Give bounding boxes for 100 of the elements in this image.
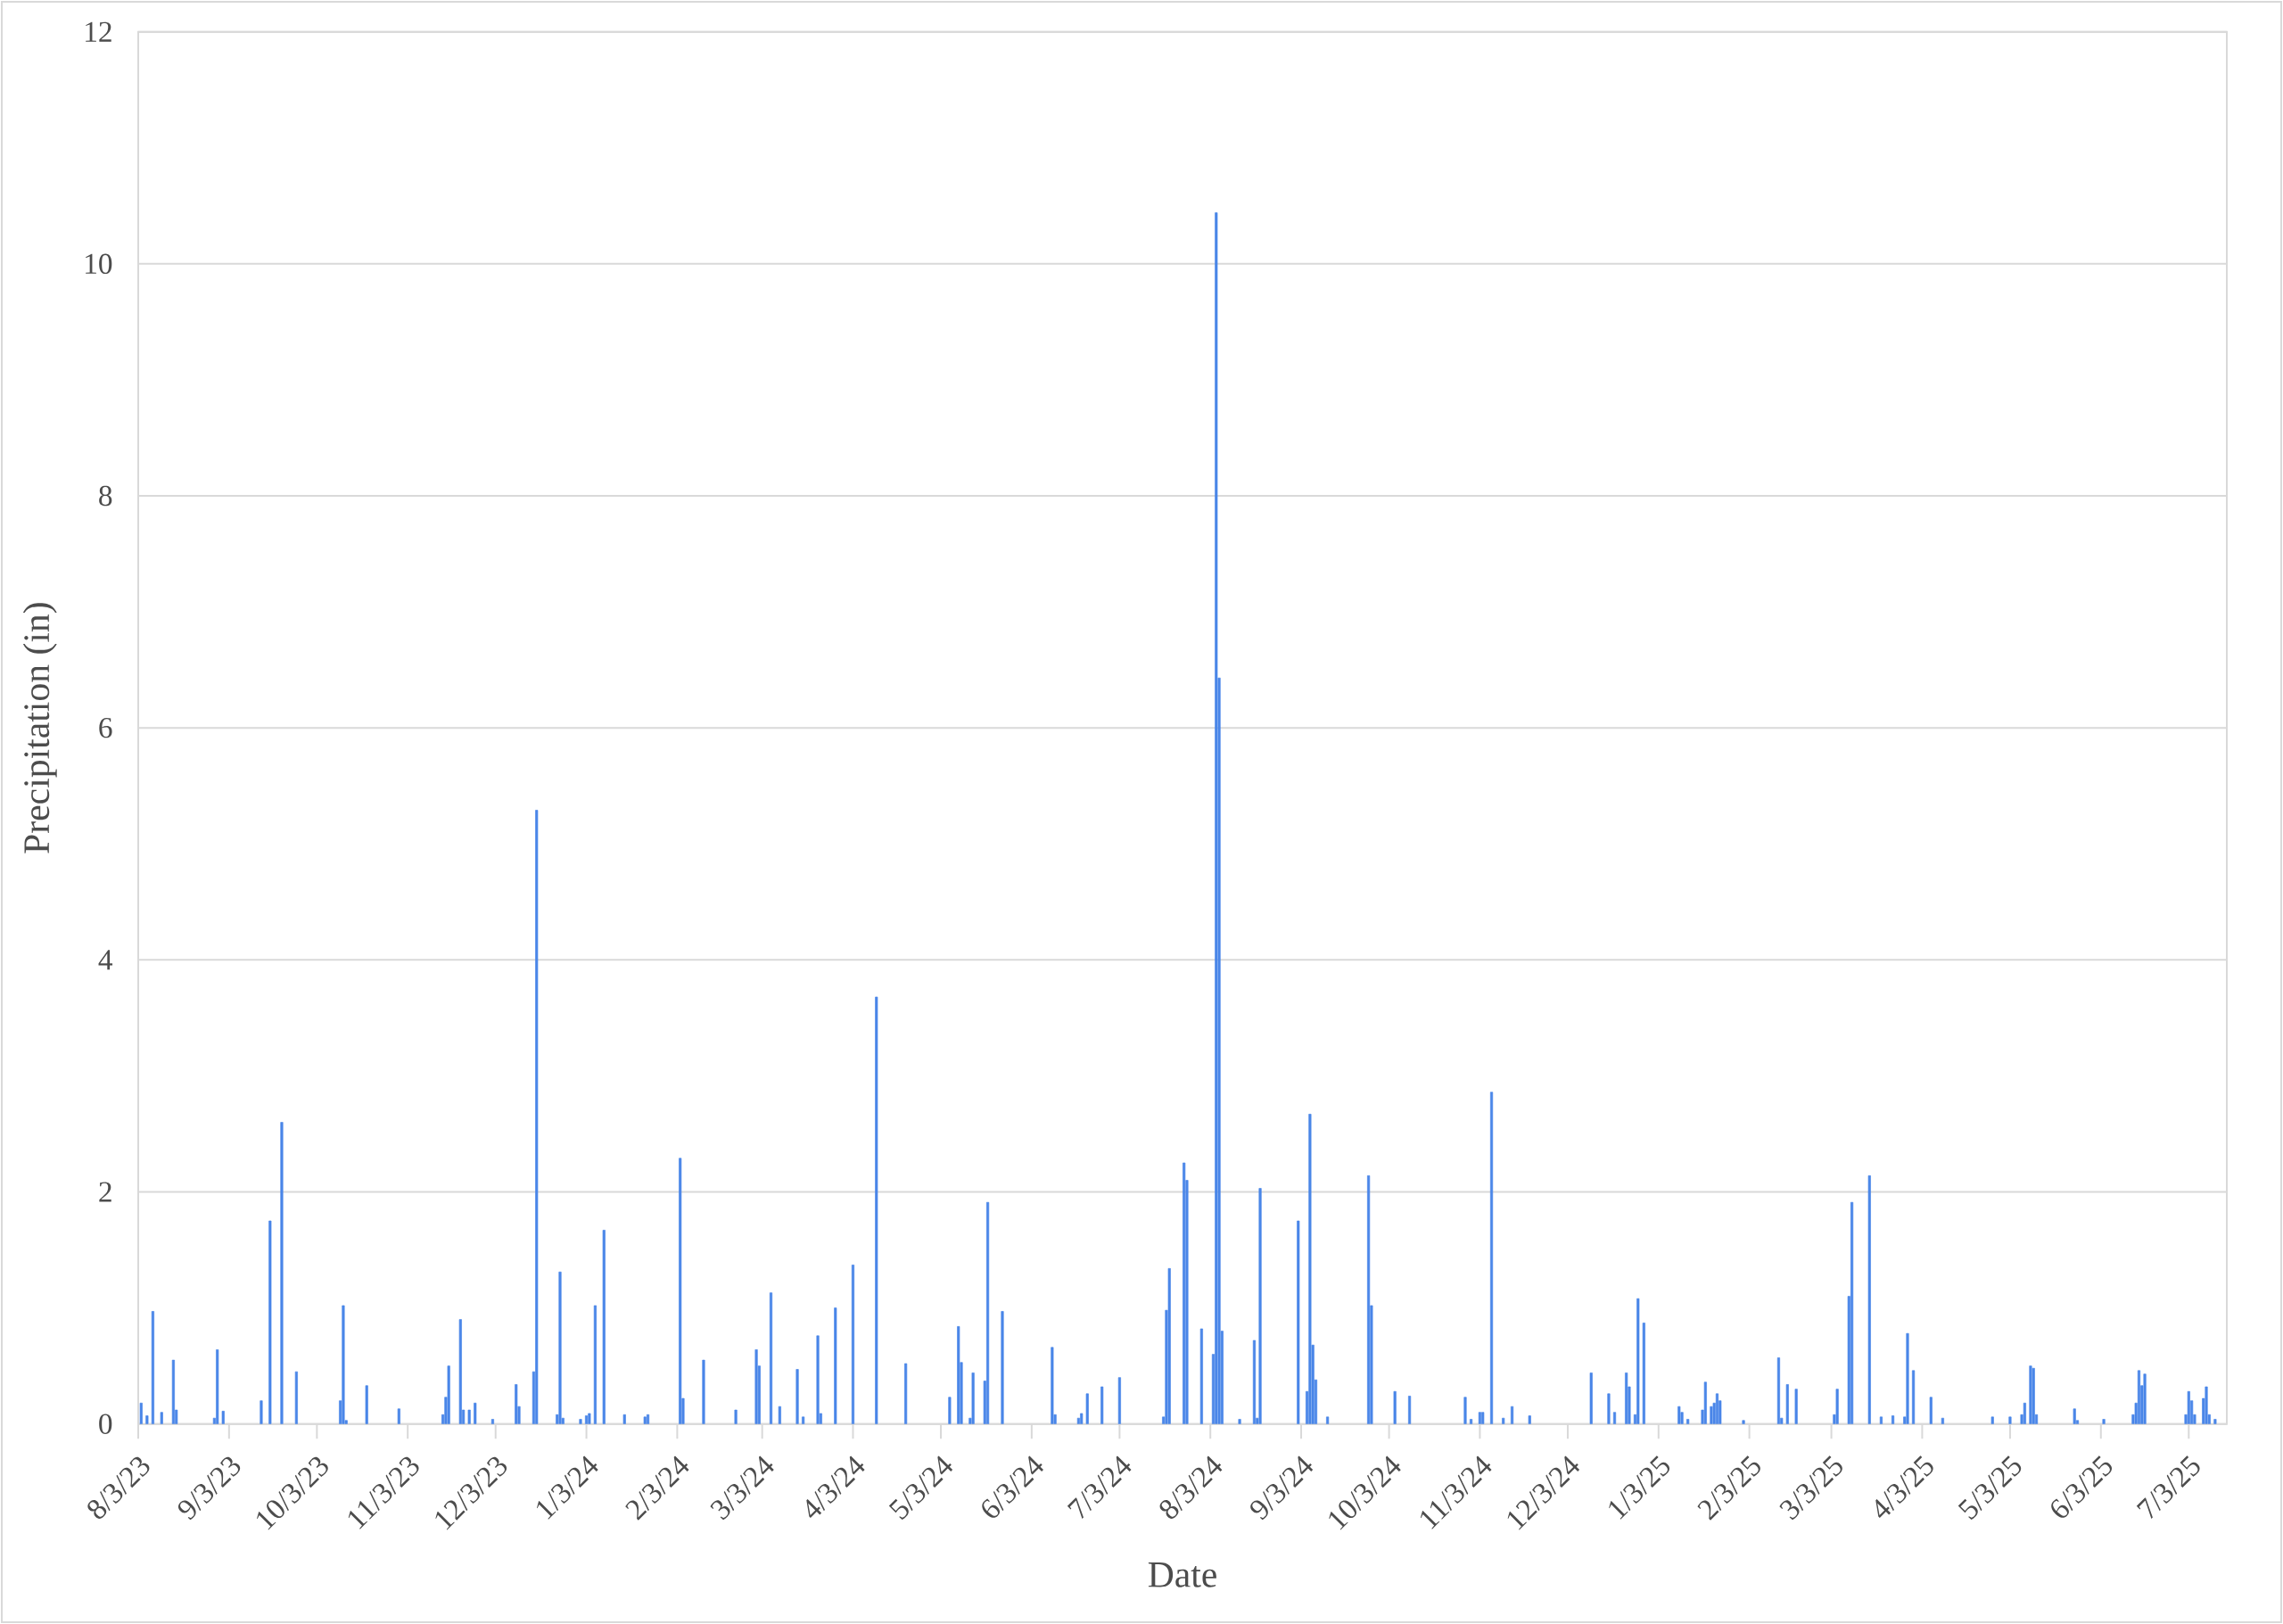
bar <box>515 1384 518 1424</box>
bar <box>754 1349 758 1424</box>
bar <box>1642 1323 1645 1424</box>
bar <box>1183 1162 1186 1424</box>
bar <box>1879 1416 1883 1424</box>
bar <box>1478 1412 1481 1424</box>
bar <box>1990 1416 1994 1424</box>
bar <box>2008 1416 2012 1424</box>
bar <box>622 1414 626 1424</box>
bar <box>474 1402 477 1424</box>
bar <box>602 1230 606 1424</box>
y-tick-label: 8 <box>99 485 112 507</box>
bar <box>365 1385 368 1424</box>
bar <box>1489 1092 1494 1424</box>
bar <box>467 1409 471 1424</box>
bar <box>702 1359 705 1424</box>
bar <box>816 1335 820 1424</box>
bar <box>2023 1402 2026 1424</box>
bar <box>558 1271 562 1424</box>
bar <box>2187 1390 2190 1424</box>
bar <box>1677 1406 1681 1424</box>
bar <box>1367 1175 1371 1424</box>
bar <box>1625 1373 1628 1424</box>
bar <box>1612 1412 1617 1424</box>
bar <box>1308 1114 1312 1424</box>
bar <box>1850 1201 1854 1424</box>
bar <box>1080 1413 1084 1424</box>
bar <box>1636 1298 1640 1424</box>
bar <box>834 1307 837 1424</box>
bar <box>342 1305 345 1424</box>
bar <box>957 1326 960 1424</box>
bar <box>216 1349 219 1424</box>
bar <box>1686 1419 1690 1424</box>
bar <box>447 1365 450 1424</box>
bar <box>268 1220 272 1424</box>
bar <box>2137 1370 2141 1424</box>
bar <box>458 1319 462 1424</box>
bar <box>1085 1393 1089 1424</box>
x-axis-title: Date <box>1148 1562 1216 1587</box>
bar <box>1794 1389 1798 1424</box>
y-axis-title: Precipitation (in) <box>22 603 57 853</box>
bar <box>795 1369 799 1424</box>
bar <box>145 1415 149 1424</box>
bar <box>1481 1412 1485 1424</box>
bar <box>802 1416 805 1424</box>
bar <box>948 1397 952 1424</box>
bar <box>1051 1347 1054 1424</box>
bar <box>139 1402 143 1424</box>
bar <box>1785 1384 1789 1424</box>
bar <box>579 1419 582 1424</box>
bar <box>260 1400 263 1424</box>
bar <box>1589 1373 1593 1424</box>
bar <box>1892 1415 1895 1424</box>
bar <box>679 1158 682 1424</box>
bar <box>1742 1420 1745 1424</box>
bar <box>1463 1397 1467 1424</box>
bar <box>2205 1386 2208 1424</box>
bar <box>294 1371 298 1424</box>
bar <box>1167 1268 1171 1424</box>
bar <box>221 1411 225 1424</box>
bar <box>1715 1393 1719 1424</box>
bar <box>646 1414 650 1424</box>
y-tick-label: 10 <box>86 253 112 275</box>
bar <box>1835 1389 1839 1424</box>
bar <box>851 1265 855 1424</box>
bar <box>1252 1340 1257 1424</box>
bar <box>2073 1408 2076 1424</box>
bar <box>2032 1367 2035 1424</box>
bar <box>1258 1188 1262 1424</box>
bar <box>1510 1406 1514 1424</box>
bar <box>875 996 878 1424</box>
bar <box>1906 1332 1909 1424</box>
bar <box>1326 1416 1330 1424</box>
bar <box>1607 1393 1611 1424</box>
bar <box>2029 1365 2032 1424</box>
bar <box>778 1406 781 1424</box>
bar <box>986 1201 990 1424</box>
bar <box>1393 1390 1397 1424</box>
bar <box>2102 1419 2106 1424</box>
y-tick-label: 6 <box>99 717 112 738</box>
bar <box>1408 1396 1412 1424</box>
y-tick-label: 2 <box>99 1182 111 1202</box>
bar <box>160 1412 163 1424</box>
bar <box>593 1305 597 1424</box>
bar <box>1867 1175 1871 1424</box>
bar <box>1215 212 1218 1424</box>
bar <box>734 1409 738 1424</box>
bar <box>769 1292 773 1424</box>
bar <box>1710 1406 1713 1424</box>
bar <box>643 1416 647 1424</box>
bar <box>1001 1311 1004 1424</box>
bar <box>151 1311 154 1424</box>
bar <box>535 810 539 1424</box>
bar <box>1199 1328 1203 1424</box>
y-tick-label: 12 <box>86 21 111 42</box>
bar <box>1502 1417 1505 1424</box>
bar <box>1100 1386 1104 1424</box>
bar <box>171 1359 175 1424</box>
bar <box>1911 1370 1916 1424</box>
bar <box>584 1415 589 1424</box>
